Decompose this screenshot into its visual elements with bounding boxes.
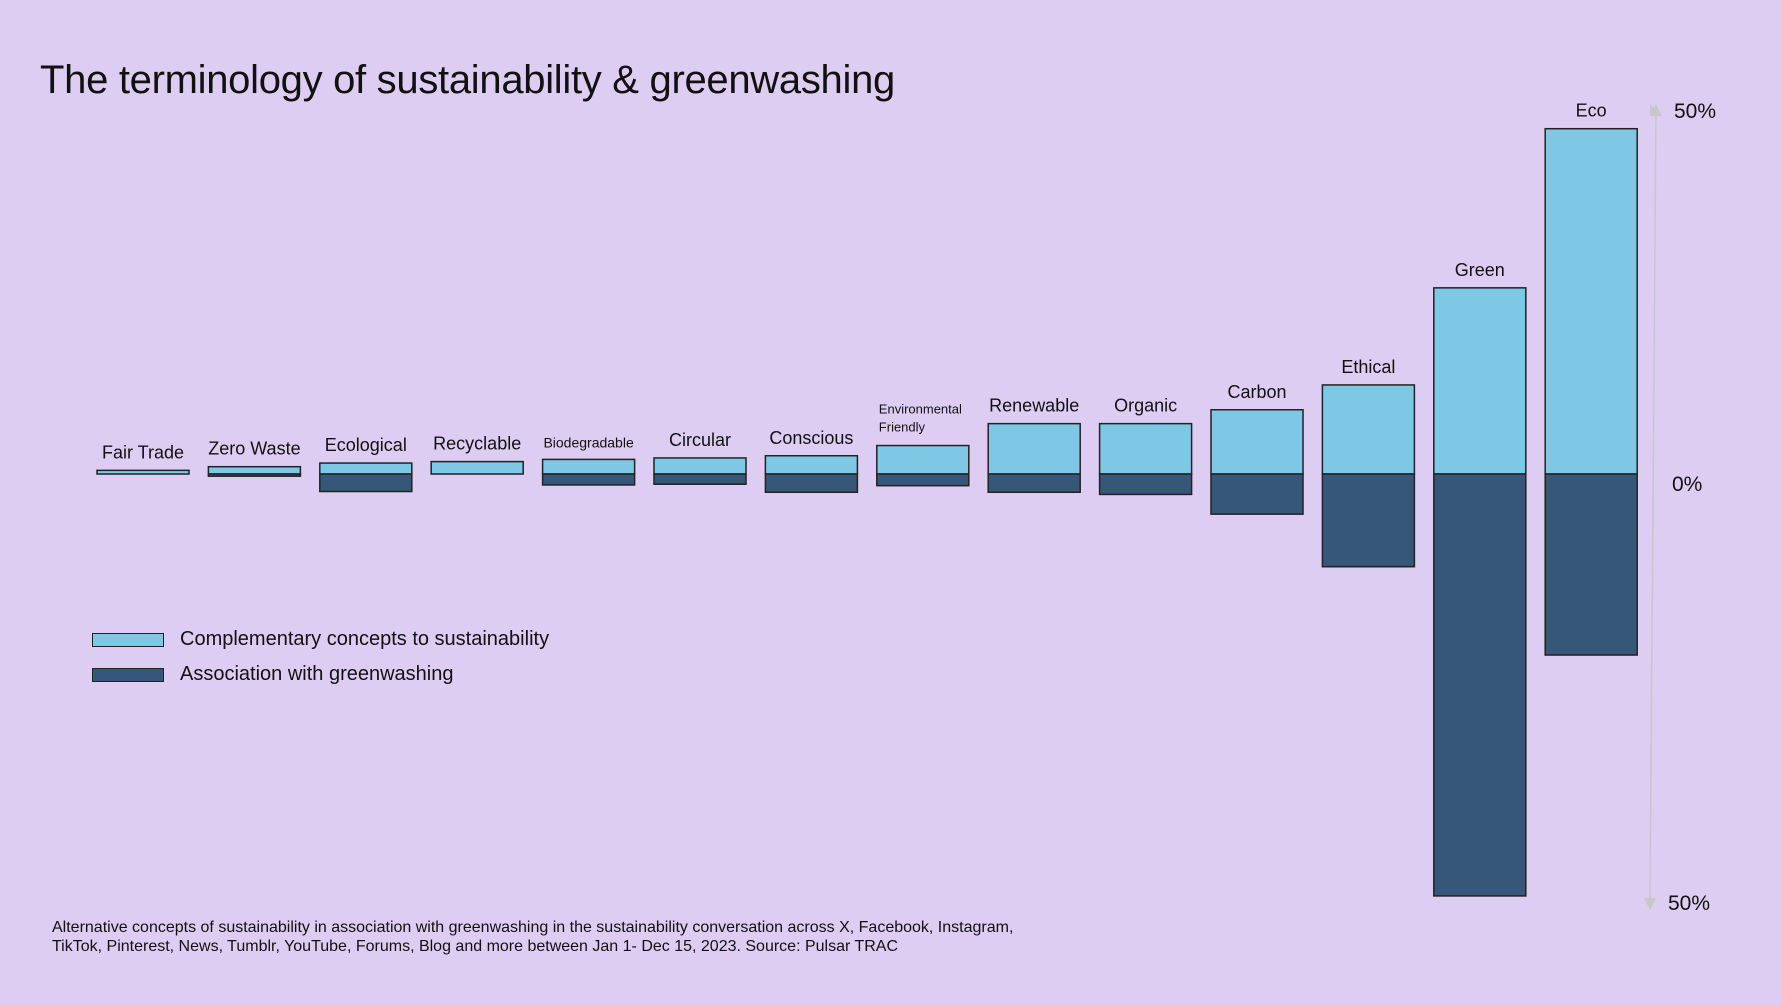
bar-complementary-1	[207, 465, 302, 475]
category-label-9: Organic	[1114, 396, 1177, 416]
tick-label-bottom: 50%	[1668, 892, 1710, 915]
category-label-13: Eco	[1576, 101, 1607, 121]
bar-greenwashing-10	[1210, 473, 1304, 515]
footnote-line-1: Alternative concepts of sustainability i…	[52, 919, 1014, 936]
category-label-6: Conscious	[769, 428, 853, 448]
footnote-line-2: TikTok, Pinterest, News, Tumblr, YouTube…	[52, 938, 899, 955]
legend-item-complementary: Complementary concepts to sustainability	[92, 628, 549, 651]
bar-greenwashing-6	[764, 473, 859, 493]
bar-complementary-10	[1210, 409, 1304, 475]
legend-label-complementary: Complementary concepts to sustainability	[180, 628, 550, 650]
bar-complementary-0	[96, 469, 190, 475]
category-label-3: Recyclable	[433, 434, 521, 454]
category-label-12: Green	[1455, 260, 1505, 280]
axis-arrow-down-icon	[1644, 898, 1656, 910]
category-label-8: Renewable	[989, 396, 1079, 416]
bar-complementary-2	[319, 462, 413, 475]
chart-title: The terminology of sustainability & gree…	[40, 58, 895, 102]
bar-greenwashing-7	[876, 473, 970, 487]
category-label-5: Circular	[669, 430, 731, 450]
bar-complementary-8	[987, 422, 1081, 475]
axis-line	[1649, 109, 1657, 899]
bar-complementary-5	[653, 457, 747, 475]
tick-label-top: 50%	[1674, 100, 1716, 123]
legend-item-greenwashing: Association with greenwashing	[92, 663, 454, 686]
legend-swatch-complementary	[92, 632, 164, 647]
category-label-11: Ethical	[1341, 357, 1395, 377]
category-label-7-1: Friendly	[879, 420, 926, 435]
legend-swatch-greenwashing	[92, 667, 164, 682]
bar-complementary-9	[1098, 422, 1193, 475]
tick-label-zero: 0%	[1672, 473, 1702, 496]
category-label-2: Ecological	[325, 435, 407, 455]
category-label-1: Zero Waste	[208, 439, 300, 459]
bar-greenwashing-5	[653, 473, 747, 485]
bar-complementary-4	[541, 458, 636, 475]
category-label-4: Biodegradable	[543, 434, 634, 450]
bar-greenwashing-8	[987, 473, 1081, 493]
bar-greenwashing-2	[319, 473, 413, 493]
bar-greenwashing-4	[541, 473, 636, 486]
bar-greenwashing-9	[1098, 473, 1193, 496]
footnote: Alternative concepts of sustainability i…	[52, 918, 1092, 956]
bar-complementary-7	[876, 444, 970, 475]
bar-greenwashing-1	[207, 473, 302, 477]
bar-greenwashing-12	[1433, 473, 1527, 897]
legend-label-greenwashing: Association with greenwashing	[180, 663, 454, 685]
axis-arrow-up-icon	[1650, 104, 1662, 116]
bar-complementary-3	[430, 460, 524, 475]
category-label-7-0: Environmental	[879, 402, 962, 417]
category-label-0: Fair Trade	[102, 442, 184, 462]
bar-complementary-13	[1544, 127, 1638, 475]
bar-greenwashing-11	[1321, 473, 1416, 568]
bar-complementary-12	[1433, 287, 1527, 475]
bar-complementary-6	[764, 455, 859, 475]
bar-complementary-11	[1321, 384, 1416, 475]
category-label-10: Carbon	[1227, 382, 1286, 402]
bar-greenwashing-13	[1544, 473, 1638, 656]
